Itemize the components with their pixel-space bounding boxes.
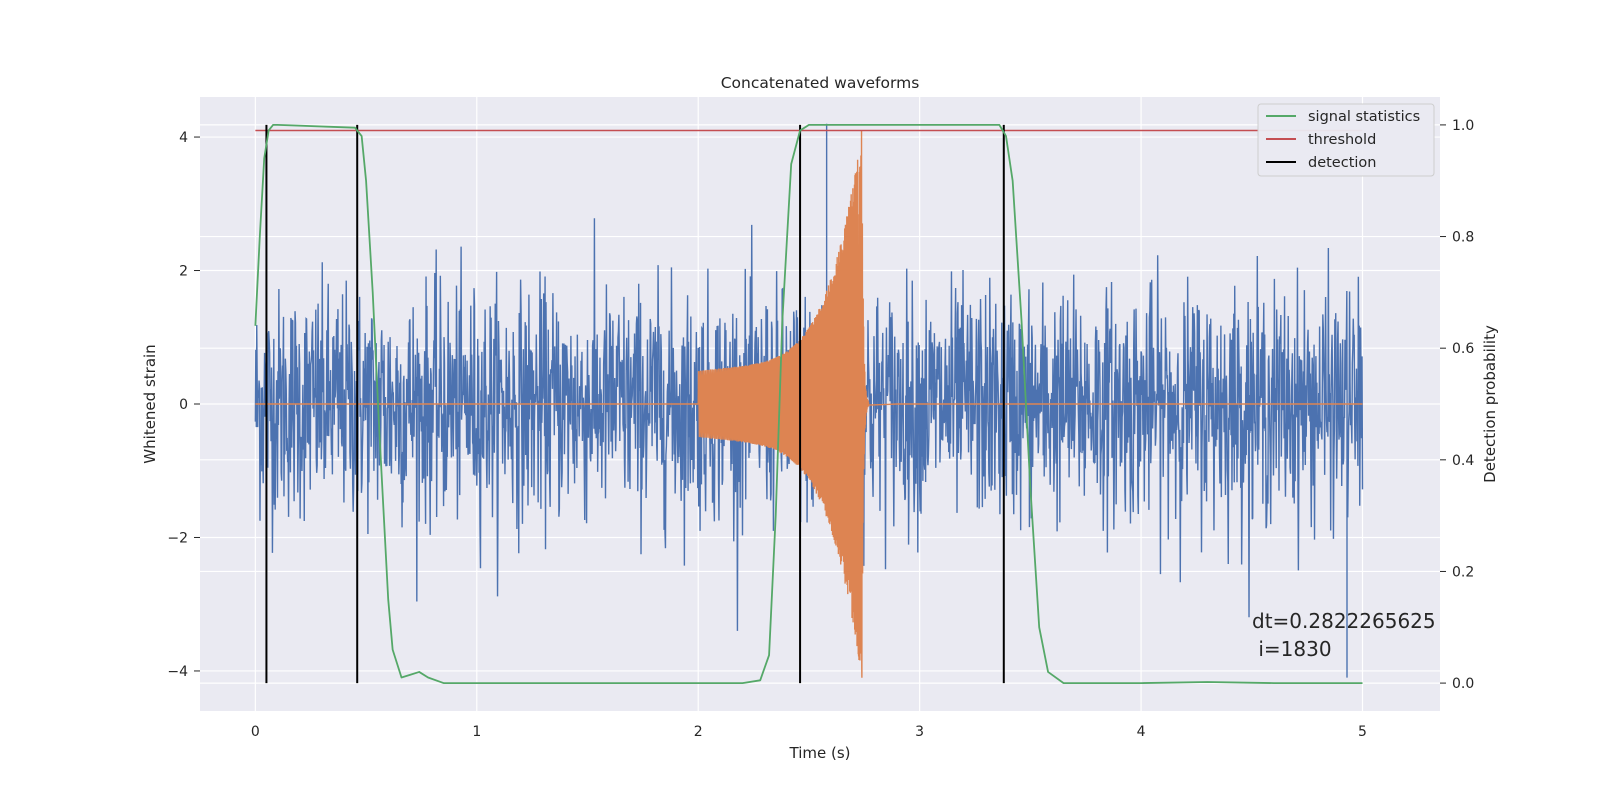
legend-label-detection: detection [1308, 155, 1376, 171]
y-axis-label-left: Whitened strain [141, 344, 159, 463]
legend-label-signal-statistics: signal statistics [1308, 109, 1420, 125]
ticks: 0 1 2 3 4 5 −4 −2 0 2 4 0.0 0.2 0.4 0.6 0.8 1.0 [167, 118, 1474, 740]
y-tick-label-left: −4 [167, 664, 188, 680]
legend-box [1257, 103, 1435, 177]
y-tick-label-right: 1.0 [1452, 118, 1474, 134]
x-tick-label: 0 [251, 724, 260, 740]
probability-series [254, 124, 1363, 684]
y-tick-label-right: 0.6 [1452, 341, 1474, 357]
x-tick-label: 1 [472, 724, 481, 740]
y-tick-label-right: 0.8 [1452, 230, 1474, 246]
waveform-line [255, 130, 1363, 678]
y-tick-label-left: 0 [179, 397, 188, 413]
x-tick-label: 3 [915, 724, 924, 740]
y-axis-label-right: Detection probability [1481, 325, 1499, 483]
x-tick-label: 2 [694, 724, 703, 740]
signal-statistics-line [254, 124, 1363, 684]
x-tick-label: 5 [1358, 724, 1367, 740]
x-axis-label: Time (s) [789, 744, 851, 762]
y-tick-label-left: −2 [167, 530, 188, 546]
y-tick-label-right: 0.0 [1452, 676, 1474, 692]
y-tick-label-right: 0.4 [1452, 453, 1474, 469]
y-tick-label-right: 0.2 [1452, 564, 1474, 580]
legend-label-threshold: threshold [1308, 132, 1376, 148]
x-tick-label: 4 [1137, 724, 1146, 740]
legend: signal statistics threshold detection [1257, 103, 1435, 177]
annotation-index: i=1830 [1252, 637, 1332, 661]
chart-title: Concatenated waveforms [721, 74, 920, 92]
annotation-dt: dt=0.2822265625 [1252, 609, 1436, 633]
waveform-series [255, 130, 1363, 678]
y-tick-label-left: 4 [179, 130, 188, 146]
y-tick-label-left: 2 [179, 264, 188, 280]
